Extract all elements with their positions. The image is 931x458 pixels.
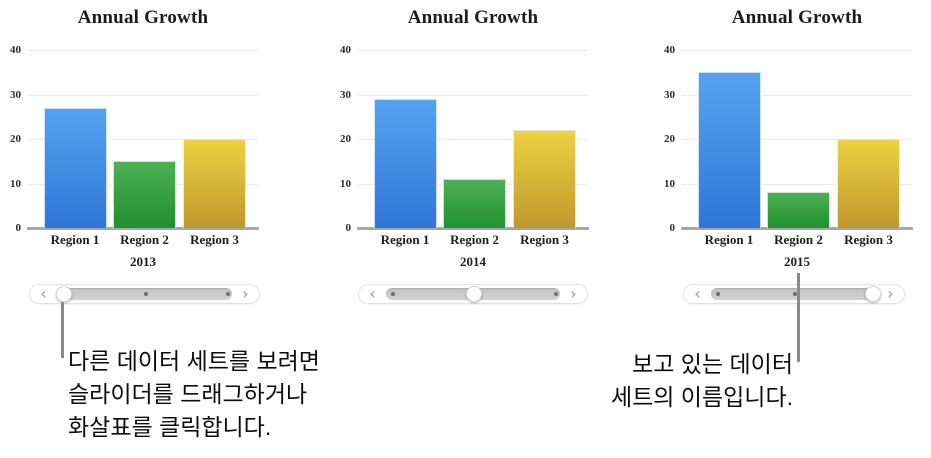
slider-track[interactable] (711, 286, 881, 302)
y-axis-tick-label: 30 (340, 88, 351, 101)
x-category-label: Region 3 (844, 232, 893, 247)
note-line: 다른 데이터 세트를 보려면 (68, 348, 320, 374)
gridline (682, 94, 912, 96)
bar-region-2 (443, 179, 506, 228)
x-category-label: Region 3 (190, 232, 239, 247)
x-category-label: Region 1 (380, 232, 430, 247)
slider-track[interactable] (386, 286, 560, 302)
x-category-label: Region 2 (120, 232, 169, 247)
slider-track[interactable] (55, 286, 232, 302)
y-axis-tick-label: 0 (669, 222, 676, 234)
x-category-label: Region 2 (450, 232, 499, 247)
x-category-label: Region 3 (520, 232, 569, 247)
chart-plot-area: 0 10 20 30 40 (340, 44, 589, 234)
y-axis-tick-label: 20 (10, 133, 21, 145)
chevron-right-icon[interactable]: › (887, 284, 894, 303)
gridline (28, 139, 258, 140)
chart-plot-area: 0 10 20 30 40 (10, 44, 259, 234)
instruction-note-dataset-name: 보고 있는 데이터 세트의 이름입니다. (560, 348, 793, 414)
y-axis-tick-label: 0 (15, 222, 22, 234)
slider-position-dot[interactable] (793, 292, 797, 296)
dataset-slider[interactable]: ‹ › (683, 284, 905, 304)
slider-position-dot[interactable] (225, 292, 230, 296)
chevron-right-icon[interactable]: › (242, 284, 249, 303)
chart-title: Annual Growth (731, 7, 863, 28)
y-axis-tick-label: 40 (340, 44, 351, 56)
gridline (358, 139, 588, 140)
gridline (358, 50, 588, 51)
gridline (682, 183, 912, 185)
y-axis-tick-label: 30 (10, 88, 21, 101)
x-axis-line (357, 227, 589, 230)
slider-thumb[interactable] (55, 286, 72, 302)
y-axis-tick-label: 40 (10, 44, 21, 56)
note-line: 화살표를 클릭합니다. (68, 414, 272, 440)
gridline (682, 139, 912, 140)
y-axis-tick-label: 30 (664, 88, 675, 101)
bar-region-1 (43, 107, 107, 228)
callout-line-slider (60, 302, 64, 358)
dataset-year-label: 2015 (784, 254, 810, 269)
y-axis-tick-label: 0 (345, 222, 352, 234)
chart-panel-2013: Annual Growth 0 10 20 30 40 2013 ‹ › Region … (10, 0, 260, 310)
bar-region-1 (697, 72, 761, 228)
y-axis-tick-label: 10 (340, 177, 351, 190)
gridline (28, 94, 258, 96)
instruction-note-slider: 다른 데이터 세트를 보려면 슬라이더를 드래그하거나 화살표를 클릭합니다. (68, 345, 320, 444)
bar-region-3 (513, 130, 576, 228)
chevron-left-icon[interactable]: ‹ (40, 284, 47, 303)
chart-title: Annual Growth (407, 7, 539, 28)
y-axis-tick-label: 20 (340, 133, 351, 145)
x-category-label: Region 1 (50, 232, 100, 247)
slider-thumb[interactable] (864, 286, 881, 302)
gridline (358, 94, 588, 96)
dataset-slider[interactable]: ‹ › (29, 284, 260, 304)
bar-region-2 (113, 161, 176, 228)
dataset-year-label: 2014 (460, 254, 486, 269)
slider-position-dot[interactable] (143, 292, 148, 296)
slider-thumb[interactable] (466, 286, 482, 302)
slider-position-dot[interactable] (715, 292, 720, 296)
chart-panel-2015: Annual Growth 0 10 20 30 40 2015 ‹ › Region … (664, 0, 913, 310)
callout-line-dataset-name (796, 273, 800, 362)
gridline (682, 50, 912, 51)
bar-region-1 (373, 98, 437, 228)
note-line: 슬라이더를 드래그하거나 (68, 381, 308, 407)
dataset-year-label: 2013 (130, 254, 156, 269)
bar-region-3 (183, 139, 246, 228)
y-axis-tick-label: 10 (664, 177, 675, 190)
note-line: 보고 있는 데이터 (632, 351, 793, 377)
bar-region-2 (767, 192, 830, 228)
chart-title: Annual Growth (77, 7, 209, 28)
x-axis-line (27, 227, 259, 230)
bar-region-3 (837, 139, 900, 228)
chevron-right-icon[interactable]: › (570, 284, 577, 303)
chevron-left-icon[interactable]: ‹ (369, 284, 376, 303)
slider-position-dot[interactable] (553, 292, 558, 296)
slider-position-dot[interactable] (390, 292, 395, 296)
chart-panel-2014: Annual Growth 0 10 20 30 40 2014 ‹ › Region … (340, 0, 589, 310)
x-axis-line (681, 227, 913, 230)
y-axis-tick-label: 40 (664, 44, 675, 56)
chevron-left-icon[interactable]: ‹ (694, 284, 701, 303)
gridline (28, 50, 258, 51)
dataset-slider[interactable]: ‹ › (358, 284, 588, 304)
chart-plot-area: 0 10 20 30 40 (664, 44, 913, 234)
note-line: 세트의 이름입니다. (610, 384, 793, 410)
x-category-label: Region 1 (704, 232, 754, 247)
y-axis-tick-label: 10 (10, 177, 21, 190)
x-category-label: Region 2 (774, 232, 823, 247)
y-axis-tick-label: 20 (664, 133, 675, 145)
